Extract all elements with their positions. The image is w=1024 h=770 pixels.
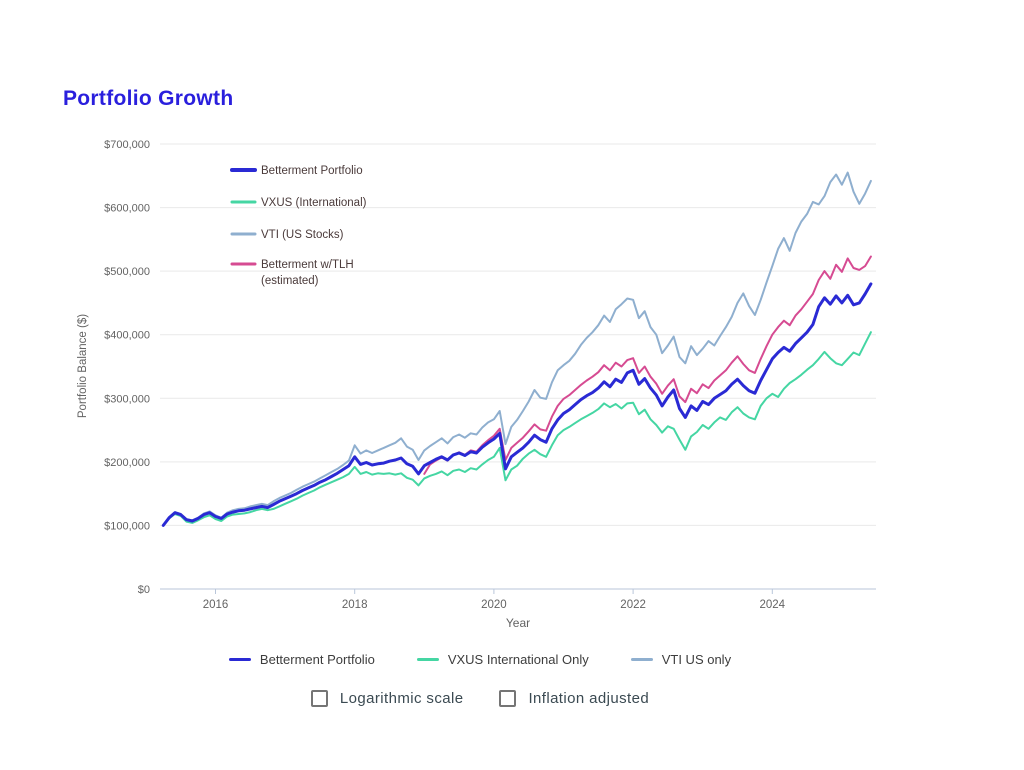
page-title: Portfolio Growth — [63, 87, 234, 110]
checkbox-logarithmic-scale[interactable]: Logarithmic scale — [310, 690, 464, 707]
y-tick-label: $600,000 — [104, 203, 150, 215]
x-tick-label: 2024 — [760, 599, 786, 611]
checkbox-inflation-adjusted[interactable]: Inflation adjusted — [499, 690, 649, 707]
series-line-betterment-w-tlh-estimated- — [423, 255, 872, 475]
bottom-legend-item-betterment-portfolio[interactable]: Betterment Portfolio — [228, 652, 375, 667]
bottom-legend-item-vxus-international-only[interactable]: VXUS International Only — [416, 652, 589, 667]
legend-item-label: Betterment Portfolio — [261, 165, 363, 177]
checkbox-label: Inflation adjusted — [528, 690, 650, 707]
y-tick-label: $300,000 — [104, 393, 150, 405]
x-tick-label: 2016 — [203, 599, 229, 611]
series-line-vti-us-stocks- — [162, 171, 872, 527]
x-tick-label: 2018 — [342, 599, 368, 611]
legend-swatch — [228, 658, 251, 661]
legend-label: VTI US only — [661, 652, 732, 667]
y-tick-label: $400,000 — [104, 330, 150, 342]
y-tick-label: $100,000 — [104, 520, 150, 532]
chart-controls: Logarithmic scale Inflation adjusted — [0, 690, 960, 707]
legend-item-label: (estimated) — [261, 275, 319, 287]
y-tick-label: $0 — [138, 584, 150, 596]
checkbox-label: Logarithmic scale — [339, 690, 464, 707]
series-line-betterment-portfolio — [161, 282, 873, 527]
x-tick-label: 2022 — [620, 599, 646, 611]
legend-swatch — [630, 658, 653, 661]
logarithmic-scale-checkbox-box[interactable] — [310, 690, 328, 707]
legend-label: Betterment Portfolio — [259, 652, 375, 667]
y-tick-label: $200,000 — [104, 457, 150, 469]
legend-item-label: VXUS (International) — [261, 197, 367, 209]
legend-item-label: Betterment w/TLH — [261, 259, 354, 271]
bottom-legend-item-vti-us-only[interactable]: VTI US only — [630, 652, 732, 667]
x-tick-label: 2020 — [481, 599, 507, 611]
legend-swatch — [416, 658, 439, 661]
legend-item-label: VTI (US Stocks) — [261, 229, 344, 241]
y-axis-title: Portfolio Balance ($) — [77, 314, 89, 418]
inflation-adjusted-checkbox-box[interactable] — [499, 690, 517, 707]
bottom-legend: Betterment Portfolio VXUS International O… — [0, 652, 960, 667]
y-tick-label: $700,000 — [104, 139, 150, 151]
legend-label: VXUS International Only — [447, 652, 589, 667]
series-line-vxus-international- — [162, 331, 872, 527]
x-axis-title: Year — [506, 616, 530, 630]
y-tick-label: $500,000 — [104, 266, 150, 278]
